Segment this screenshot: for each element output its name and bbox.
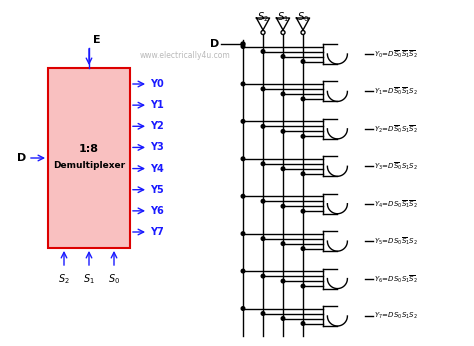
Circle shape: [301, 247, 305, 251]
Text: Y2: Y2: [150, 121, 164, 131]
Text: Y6: Y6: [150, 206, 164, 216]
Circle shape: [301, 284, 305, 288]
Circle shape: [281, 204, 285, 208]
Circle shape: [261, 199, 265, 203]
Circle shape: [241, 42, 245, 46]
Text: Y0: Y0: [150, 79, 164, 89]
Text: $Y_7\!=\!D S_0 S_1 S_2$: $Y_7\!=\!D S_0 S_1 S_2$: [374, 311, 418, 321]
Text: $S_1$: $S_1$: [83, 272, 95, 286]
Circle shape: [301, 172, 305, 175]
Circle shape: [241, 45, 245, 48]
Text: $Y_6\!=\!D S_0 S_1\overline{S}_2$: $Y_6\!=\!D S_0 S_1\overline{S}_2$: [374, 273, 418, 284]
Text: Demultiplexer: Demultiplexer: [53, 161, 125, 170]
Circle shape: [301, 322, 305, 325]
Circle shape: [241, 307, 245, 310]
Text: E: E: [93, 35, 100, 45]
Circle shape: [281, 317, 285, 320]
Circle shape: [301, 60, 305, 63]
Text: $S_2$: $S_2$: [58, 272, 70, 286]
Text: $Y_0\!=\!D\overline{S}_0\overline{S}_1\overline{S}_2$: $Y_0\!=\!D\overline{S}_0\overline{S}_1\o…: [374, 48, 418, 60]
Circle shape: [281, 55, 285, 58]
Circle shape: [241, 269, 245, 273]
Text: Y1: Y1: [150, 100, 164, 110]
Circle shape: [261, 274, 265, 278]
Text: $S_1$: $S_1$: [277, 10, 289, 24]
Circle shape: [261, 237, 265, 240]
Circle shape: [241, 194, 245, 198]
Circle shape: [241, 157, 245, 161]
Text: D: D: [17, 153, 26, 163]
Text: $S_2$: $S_2$: [257, 10, 269, 24]
Circle shape: [281, 92, 285, 96]
Circle shape: [261, 87, 265, 91]
Circle shape: [281, 279, 285, 283]
Circle shape: [281, 129, 285, 133]
Text: $S_0$: $S_0$: [108, 272, 120, 286]
Text: www.electrically4u.com: www.electrically4u.com: [140, 51, 230, 60]
Text: 1:8: 1:8: [79, 144, 99, 154]
Circle shape: [241, 232, 245, 235]
Circle shape: [281, 167, 285, 171]
Circle shape: [241, 82, 245, 86]
Circle shape: [261, 312, 265, 315]
Circle shape: [261, 125, 265, 128]
Text: $Y_2\!=\!D\overline{S}_0 S_1\overline{S}_2$: $Y_2\!=\!D\overline{S}_0 S_1\overline{S}…: [374, 123, 418, 135]
Text: $S_0$: $S_0$: [297, 10, 309, 24]
Text: $Y_5\!=\!D S_0\overline{S}_1 S_2$: $Y_5\!=\!D S_0\overline{S}_1 S_2$: [374, 235, 418, 247]
Text: Y7: Y7: [150, 227, 164, 237]
Text: $Y_1\!=\!D\overline{S}_0\overline{S}_1 S_2$: $Y_1\!=\!D\overline{S}_0\overline{S}_1 S…: [374, 85, 418, 97]
Text: Y5: Y5: [150, 185, 164, 195]
Bar: [48, 68, 130, 248]
Text: D: D: [210, 39, 219, 49]
Circle shape: [301, 97, 305, 101]
Circle shape: [261, 162, 265, 166]
Circle shape: [301, 135, 305, 138]
Text: $Y_3\!=\!D\overline{S}_0 S_1 S_2$: $Y_3\!=\!D\overline{S}_0 S_1 S_2$: [374, 160, 418, 172]
Text: $Y_4\!=\!D S_0\overline{S}_1\overline{S}_2$: $Y_4\!=\!D S_0\overline{S}_1\overline{S}…: [374, 198, 418, 210]
Circle shape: [281, 242, 285, 245]
Text: Y4: Y4: [150, 164, 164, 174]
Circle shape: [261, 50, 265, 53]
Text: Y3: Y3: [150, 143, 164, 153]
Circle shape: [241, 120, 245, 123]
Circle shape: [301, 209, 305, 213]
